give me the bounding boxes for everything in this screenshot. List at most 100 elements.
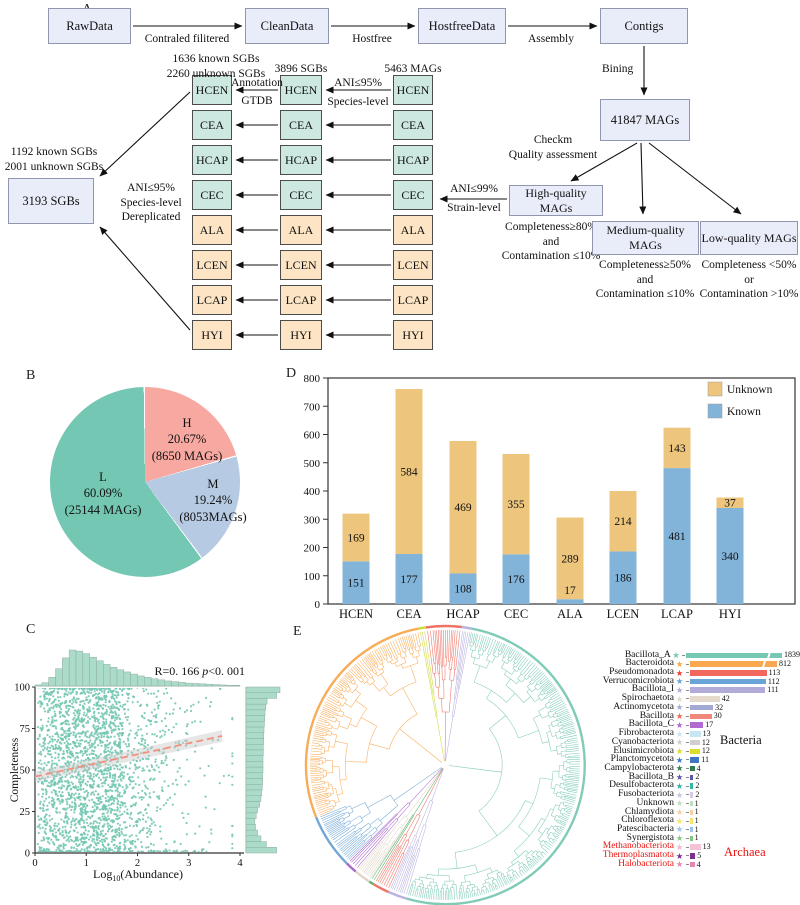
scatter-point	[127, 739, 130, 742]
scatter-point	[83, 840, 86, 844]
right-hist-bar	[245, 692, 277, 699]
right-hist-bar	[245, 698, 268, 705]
tree-branch	[345, 839, 365, 858]
tree-arc	[359, 676, 362, 679]
tree-arc	[494, 885, 497, 887]
legend-tick	[686, 681, 689, 683]
scatter-point	[86, 757, 89, 760]
tree-arc	[473, 663, 487, 669]
tree-arc	[327, 781, 330, 789]
scatter-point	[51, 720, 54, 723]
tree-branch	[310, 774, 324, 777]
tree-branch	[548, 840, 555, 845]
scatter-point	[134, 768, 137, 771]
stage-box-ala-col1: ALA	[280, 215, 322, 245]
tree-branch	[564, 801, 575, 806]
legend-value: 2	[695, 772, 700, 782]
scatter-point	[147, 719, 150, 722]
tree-branch	[339, 808, 347, 812]
tree-branch	[375, 845, 398, 882]
tree-branch	[346, 683, 350, 686]
tree-branch	[316, 724, 332, 730]
scatter-point	[63, 836, 66, 839]
tree-branch	[485, 889, 488, 894]
tree-arc	[455, 800, 526, 853]
scatter-point	[57, 829, 61, 832]
scatter-point	[49, 723, 52, 726]
scatter-point	[106, 766, 109, 770]
tree-branch	[328, 795, 332, 797]
scatter-point	[70, 781, 73, 784]
tree-branch	[334, 827, 356, 843]
tree-branch	[377, 846, 399, 883]
scatter-point	[158, 797, 161, 800]
scatter-point	[87, 701, 90, 704]
scatter-point	[52, 705, 55, 708]
scatter-point	[153, 692, 156, 695]
tree-branch	[543, 684, 554, 693]
scatter-point	[168, 713, 172, 716]
tree-arc	[344, 825, 346, 828]
scatter-point	[105, 718, 108, 721]
scatter-point	[76, 760, 80, 763]
scatter-point	[42, 766, 46, 770]
scatter-point	[118, 701, 121, 704]
scatter-point	[83, 826, 87, 829]
scatter-point	[111, 693, 114, 696]
scatter-point	[118, 688, 121, 689]
scatter-point	[82, 805, 85, 808]
scatter-point	[127, 742, 130, 746]
scatter-point	[160, 762, 163, 765]
scatter-point	[104, 711, 107, 714]
tree-branch	[400, 637, 405, 649]
scatter-point	[171, 712, 175, 715]
scatter-point	[146, 835, 149, 839]
scatter-point	[36, 843, 39, 846]
scatter-point	[117, 800, 120, 803]
scatter-point	[170, 730, 173, 734]
scatter-point	[51, 718, 54, 721]
scatter-point	[109, 789, 112, 792]
tree-branch	[556, 795, 562, 798]
scatter-point	[139, 728, 143, 731]
scatter-point	[82, 774, 85, 777]
scatter-point	[56, 794, 59, 798]
scatter-point	[36, 725, 40, 729]
scatter-point	[63, 695, 66, 698]
flow-box-rawdata: RawData	[48, 8, 131, 44]
scatter-point	[104, 727, 107, 730]
tree-branch	[564, 780, 579, 784]
scatter-point	[46, 691, 49, 694]
scatter-point	[118, 768, 122, 771]
tree-branch	[343, 834, 366, 855]
scatter-point	[82, 787, 85, 791]
scatter-point	[131, 842, 134, 845]
scatter-point	[38, 733, 41, 736]
tree-branch	[392, 846, 411, 890]
tree-branch	[561, 746, 567, 748]
scatter-point	[103, 723, 106, 726]
bar-chart-svg: 0100200300400500600700800169151HCEN58417…	[304, 373, 796, 621]
scatter-point	[127, 847, 130, 851]
tree-arc	[364, 802, 371, 813]
tree-branch	[371, 670, 376, 675]
label-line: 1192 known SGBs	[10, 146, 98, 158]
scatter-point	[136, 688, 139, 689]
scatter-point	[37, 761, 40, 764]
scatter-point	[61, 826, 64, 829]
scatter-point	[103, 688, 106, 690]
top-hist-bar	[62, 657, 70, 687]
scatter-point	[100, 734, 103, 737]
tree-branch	[500, 652, 503, 656]
scatter-point	[141, 828, 144, 831]
tree-branch	[350, 682, 354, 685]
scatter-point	[86, 719, 90, 723]
legend-bar	[690, 835, 693, 842]
tree-branch	[489, 639, 497, 656]
stage-box-lcen-col2: LCEN	[393, 250, 433, 280]
tree-branch	[338, 701, 342, 704]
tree-branch	[502, 873, 505, 877]
tree-arc	[484, 876, 494, 881]
scatter-point	[75, 751, 78, 755]
